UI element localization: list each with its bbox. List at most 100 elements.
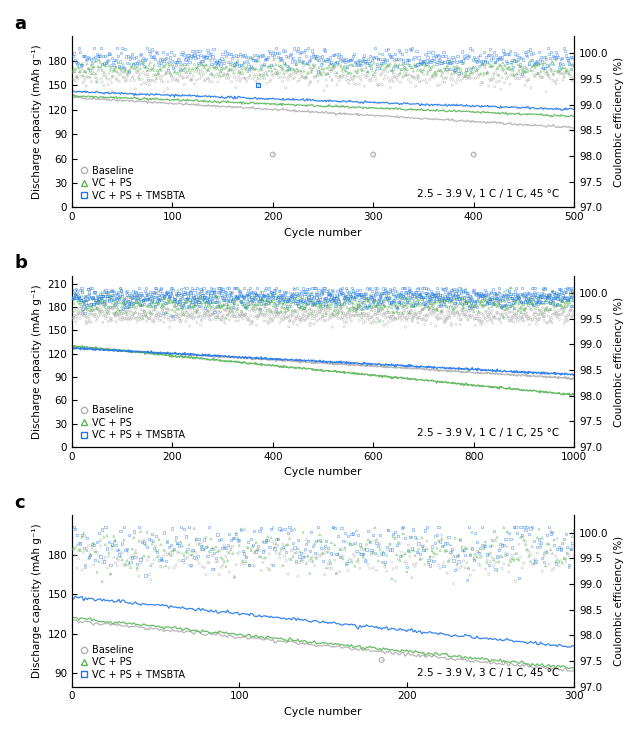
Point [314, 305, 325, 316]
Point [87, 538, 97, 550]
Point [328, 310, 339, 322]
Point [428, 551, 438, 563]
Point [252, 544, 263, 556]
Point [451, 289, 461, 301]
Point [256, 298, 266, 310]
Point [514, 309, 524, 321]
Point [372, 313, 382, 324]
Point [351, 556, 362, 567]
Point [226, 291, 236, 303]
Point [181, 307, 192, 318]
Point [333, 59, 343, 70]
Point [111, 539, 121, 550]
Point [102, 530, 112, 542]
Point [485, 314, 495, 326]
Point [302, 311, 312, 323]
Point [487, 74, 497, 86]
Point [263, 562, 273, 574]
Point [310, 72, 320, 83]
Point [461, 69, 472, 81]
Point [179, 550, 189, 561]
Point [367, 285, 378, 297]
Point [121, 297, 131, 309]
Point [400, 300, 410, 312]
Point [172, 309, 182, 321]
Point [374, 288, 385, 299]
Point [275, 294, 285, 306]
Point [524, 528, 534, 539]
Point [530, 303, 541, 315]
Point [76, 59, 86, 71]
Point [440, 76, 450, 88]
Point [294, 65, 304, 77]
Point [482, 68, 493, 80]
Point [301, 538, 311, 550]
Point [67, 314, 77, 326]
Point [298, 294, 309, 306]
Point [381, 61, 392, 72]
Point [348, 528, 358, 539]
Point [312, 288, 323, 299]
Point [480, 292, 490, 304]
Point [546, 544, 556, 556]
Point [458, 73, 468, 85]
Point [147, 558, 157, 569]
Point [110, 62, 120, 74]
Point [346, 292, 356, 304]
Point [505, 70, 516, 81]
Point [432, 548, 442, 560]
Point [194, 65, 204, 77]
Point [454, 556, 464, 567]
Point [224, 59, 235, 70]
Point [341, 316, 351, 328]
Point [385, 538, 395, 550]
Point [359, 54, 369, 66]
Point [417, 304, 427, 315]
Point [157, 55, 167, 67]
Point [278, 75, 288, 87]
Point [569, 53, 579, 65]
Point [562, 311, 572, 323]
Point [486, 307, 497, 318]
Point [433, 310, 443, 321]
Point [466, 300, 477, 312]
Point [507, 292, 518, 304]
Point [548, 296, 558, 307]
Point [473, 305, 483, 317]
Point [553, 51, 563, 63]
Point [175, 296, 185, 308]
Point [305, 545, 315, 556]
Point [516, 52, 526, 64]
Point [383, 524, 394, 536]
Point [470, 61, 481, 72]
Point [246, 545, 256, 556]
Point [257, 49, 267, 61]
Point [478, 299, 488, 310]
Point [86, 298, 96, 310]
Point [381, 292, 392, 304]
Point [238, 291, 249, 302]
Point [268, 559, 278, 571]
Point [179, 523, 189, 535]
Point [399, 296, 410, 307]
Point [366, 292, 376, 304]
Point [273, 309, 284, 321]
Point [390, 290, 401, 302]
Point [473, 306, 484, 318]
Point [413, 70, 424, 81]
Point [405, 77, 415, 89]
Point [496, 302, 506, 313]
Point [496, 309, 506, 321]
Point [517, 312, 527, 324]
Point [564, 550, 574, 561]
Point [231, 81, 241, 93]
Point [306, 552, 316, 564]
Point [93, 304, 103, 315]
Point [365, 72, 375, 84]
Point [120, 299, 130, 310]
Point [262, 294, 272, 306]
Point [426, 72, 436, 83]
Point [297, 70, 307, 82]
Point [222, 56, 233, 68]
Point [154, 289, 164, 301]
